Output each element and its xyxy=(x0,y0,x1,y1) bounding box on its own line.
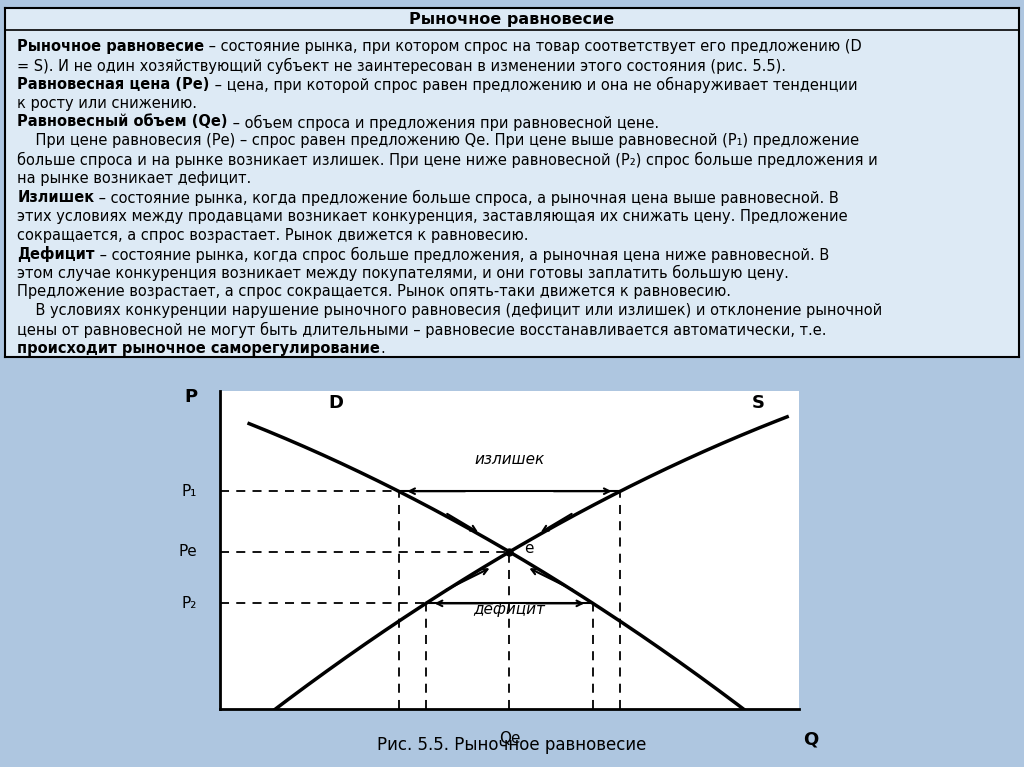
Text: Qе: Qе xyxy=(499,731,520,746)
Text: P: P xyxy=(184,388,198,407)
Text: – цена, при которой спрос равен предложению и она не обнаруживает тенденции: – цена, при которой спрос равен предложе… xyxy=(210,77,857,93)
Text: – состояние рынка, когда спрос больше предложения, а рыночная цена ниже равновес: – состояние рынка, когда спрос больше пр… xyxy=(95,246,829,262)
Text: происходит рыночное саморегулирование: происходит рыночное саморегулирование xyxy=(17,341,380,356)
Text: В условиях конкуренции нарушение рыночного равновесия (дефицит или излишек) и от: В условиях конкуренции нарушение рыночно… xyxy=(17,303,883,318)
Text: излишек: излишек xyxy=(474,452,545,467)
Text: цены от равновесной не могут быть длительными – равновесие восстанавливается авт: цены от равновесной не могут быть длител… xyxy=(17,322,826,338)
Text: Равновесная цена (Pе): Равновесная цена (Pе) xyxy=(17,77,210,92)
Text: Рыночное равновесие: Рыночное равновесие xyxy=(410,12,614,27)
Text: – объем спроса и предложения при равновесной цене.: – объем спроса и предложения при равнове… xyxy=(227,114,658,130)
Text: e: e xyxy=(524,542,534,556)
Text: этих условиях между продавцами возникает конкуренция, заставляющая их снижать це: этих условиях между продавцами возникает… xyxy=(17,209,848,224)
Text: Q: Q xyxy=(803,731,818,749)
Text: = S). И не один хозяйствующий субъект не заинтересован в изменении этого состоян: = S). И не один хозяйствующий субъект не… xyxy=(17,58,786,74)
Text: D: D xyxy=(329,394,343,413)
Text: – состояние рынка, когда предложение больше спроса, а рыночная цена выше равнове: – состояние рынка, когда предложение бол… xyxy=(94,190,839,206)
Text: дефицит: дефицит xyxy=(473,602,546,617)
Text: Излишек: Излишек xyxy=(17,190,94,205)
Text: сокращается, а спрос возрастает. Рынок движется к равновесию.: сокращается, а спрос возрастает. Рынок д… xyxy=(17,228,528,242)
Text: – состояние рынка, при котором спрос на товар соответствует его предложению (D: – состояние рынка, при котором спрос на … xyxy=(205,39,862,54)
Text: на рынке возникает дефицит.: на рынке возникает дефицит. xyxy=(17,171,252,186)
Text: При цене равновесия (Pе) – спрос равен предложению Qе. При цене выше равновесной: При цене равновесия (Pе) – спрос равен п… xyxy=(17,133,859,148)
Text: .: . xyxy=(380,341,385,356)
Text: Предложение возрастает, а спрос сокращается. Рынок опять-таки движется к равнове: Предложение возрастает, а спрос сокращае… xyxy=(17,284,731,299)
Text: P₂: P₂ xyxy=(181,596,197,611)
Text: P₁: P₁ xyxy=(181,484,197,499)
Text: S: S xyxy=(752,394,765,413)
Text: Рыночное равновесие: Рыночное равновесие xyxy=(17,39,205,54)
Text: Равновесный объем (Qе): Равновесный объем (Qе) xyxy=(17,114,227,130)
Text: к росту или снижению.: к росту или снижению. xyxy=(17,96,198,110)
Text: Рис. 5.5. Рыночное равновесие: Рис. 5.5. Рыночное равновесие xyxy=(377,736,647,754)
Text: Pе: Pе xyxy=(178,545,197,559)
Text: Дефицит: Дефицит xyxy=(17,246,95,262)
Text: больше спроса и на рынке возникает излишек. При цене ниже равновесной (P₂) спрос: больше спроса и на рынке возникает излиш… xyxy=(17,152,878,168)
Text: этом случае конкуренция возникает между покупателями, и они готовы заплатить бол: этом случае конкуренция возникает между … xyxy=(17,265,790,281)
